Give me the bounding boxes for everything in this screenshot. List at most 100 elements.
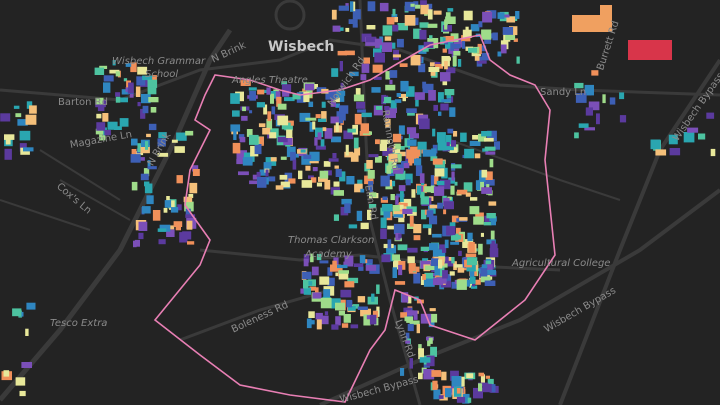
building <box>242 157 253 166</box>
building <box>146 133 151 138</box>
building <box>407 256 415 264</box>
building <box>254 144 262 155</box>
building <box>364 175 374 185</box>
building <box>5 139 11 145</box>
building <box>157 228 167 232</box>
building <box>400 368 405 376</box>
building <box>650 139 661 150</box>
building <box>372 64 383 73</box>
building <box>337 50 347 56</box>
building <box>365 36 377 43</box>
building <box>465 192 471 197</box>
building <box>343 314 351 323</box>
building <box>233 130 237 140</box>
building <box>410 3 415 7</box>
building <box>246 129 253 137</box>
building <box>497 12 505 19</box>
building <box>402 97 406 102</box>
building <box>462 41 466 49</box>
building <box>400 80 409 92</box>
building <box>448 177 456 184</box>
building <box>319 315 329 325</box>
building <box>322 127 327 132</box>
building <box>355 88 361 95</box>
building <box>158 239 166 245</box>
building <box>436 180 445 186</box>
building <box>176 132 187 141</box>
building <box>447 128 454 134</box>
building <box>655 149 667 156</box>
building <box>147 166 157 170</box>
building <box>428 337 433 344</box>
building <box>185 130 194 136</box>
building <box>138 157 145 161</box>
building <box>513 38 518 42</box>
building <box>451 281 460 289</box>
building <box>290 151 296 161</box>
building <box>429 204 440 209</box>
building <box>480 276 491 283</box>
building <box>462 239 474 248</box>
building <box>353 137 359 149</box>
building <box>147 84 157 95</box>
building <box>488 33 497 39</box>
building <box>488 201 497 206</box>
place-label: Wisbech <box>268 39 334 55</box>
building <box>429 62 435 67</box>
building <box>429 215 438 225</box>
building <box>315 114 321 119</box>
building <box>413 28 422 39</box>
building <box>348 224 358 229</box>
building <box>463 182 473 192</box>
building <box>466 257 478 266</box>
building <box>387 239 392 249</box>
building <box>148 97 159 103</box>
building <box>385 118 391 128</box>
building <box>446 226 456 236</box>
building <box>145 141 149 150</box>
building <box>485 171 493 180</box>
building <box>382 25 393 36</box>
building <box>347 277 359 284</box>
building <box>395 170 406 180</box>
building <box>262 127 271 135</box>
building <box>241 115 248 121</box>
building <box>484 179 495 186</box>
building <box>470 24 480 32</box>
building <box>96 113 102 119</box>
building <box>413 272 421 284</box>
building <box>478 133 487 142</box>
building <box>475 279 481 285</box>
building <box>330 116 339 124</box>
building <box>456 227 461 235</box>
building <box>317 132 322 140</box>
building <box>115 92 121 97</box>
building <box>354 113 362 125</box>
building <box>516 56 520 64</box>
building <box>19 130 31 141</box>
building <box>323 161 331 167</box>
building <box>380 175 390 187</box>
building <box>453 39 465 48</box>
building <box>336 111 346 121</box>
building <box>406 149 416 159</box>
building <box>413 310 418 320</box>
poi-label: School <box>145 69 178 80</box>
building <box>482 264 493 271</box>
building <box>375 139 380 145</box>
building <box>315 312 323 320</box>
building <box>177 204 182 211</box>
building <box>232 142 241 154</box>
building <box>394 99 402 103</box>
building <box>405 332 410 341</box>
building <box>363 314 371 326</box>
building <box>170 207 179 213</box>
building <box>398 93 408 98</box>
building <box>485 375 490 379</box>
building <box>410 133 419 139</box>
building <box>347 128 356 133</box>
building <box>432 380 438 390</box>
building <box>478 372 485 377</box>
building <box>3 370 10 377</box>
